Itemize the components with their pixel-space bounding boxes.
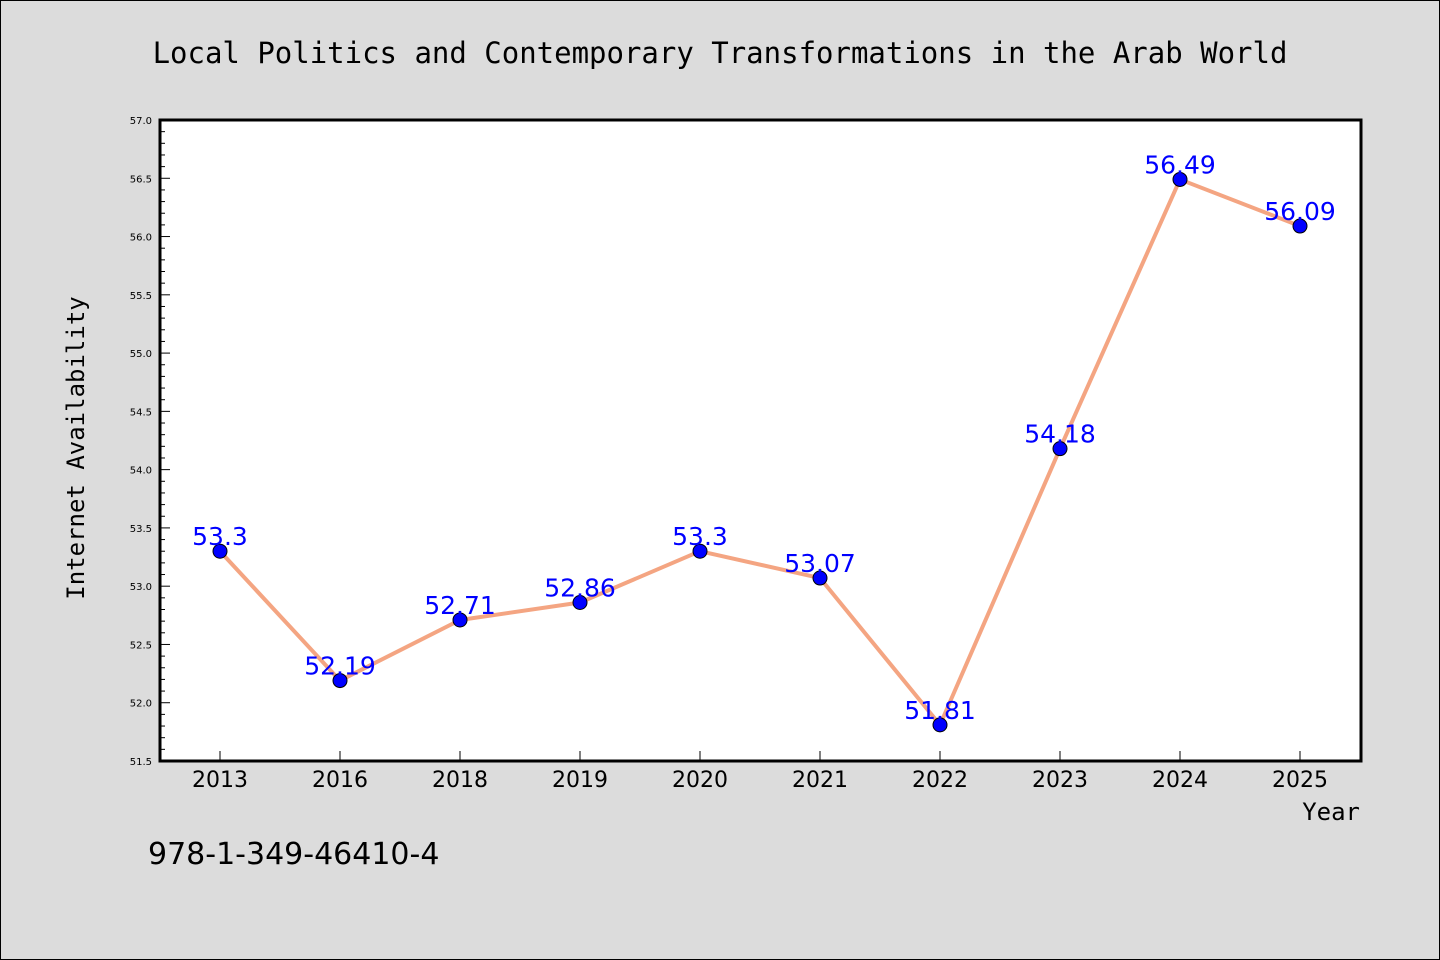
data-label: 54.18 [1024,420,1096,449]
data-label: 52.19 [304,652,376,681]
y-tick-label: 52.0 [130,699,152,710]
data-point [212,543,228,559]
data-label: 53.3 [192,522,248,551]
x-axis-label: Year [1302,798,1360,826]
data-label: 53.07 [784,549,856,578]
x-tick-label: 2018 [432,768,488,793]
x-tick-label: 2023 [1032,768,1088,793]
plot-border [158,118,1363,763]
x-axis-ticks: 2013 2016 2018 2019 2020 2021 2022 2023 2024 2025 [192,751,1328,793]
x-tick-label: 2019 [552,768,608,793]
y-tick-label: 56.0 [130,233,152,244]
data-point [932,717,948,733]
y-tick-label: 53.0 [130,582,152,593]
y-tick-label: 55.0 [130,349,152,360]
y-axis-ticks: 51.5 52.0 52.5 53.0 53.5 54.0 54.5 55.0 55.5 56.0… [130,116,170,768]
x-tick-label: 2021 [792,768,848,793]
y-tick-label: 54.5 [130,407,152,418]
data-point [812,570,828,586]
data-labels: 53.3 52.19 52.71 52.86 53.3 53.07 51.81 54.18 56… [192,150,1336,724]
data-point [1052,441,1068,457]
data-point [692,543,708,559]
data-label: 53.3 [672,522,728,551]
data-point [452,612,468,628]
data-point [572,594,588,610]
data-label: 52.71 [424,591,496,620]
data-label: 51.81 [904,696,976,725]
chart-title: Local Politics and Contemporary Transfor… [153,36,1288,70]
y-tick-label: 56.5 [130,174,152,185]
series-line [218,177,1301,727]
x-tick-label: 2022 [912,768,968,793]
isbn-text: 978-1-349-46410-4 [148,837,439,872]
data-label: 56.09 [1264,197,1336,226]
y-tick-label: 51.5 [130,757,152,768]
data-label: 56.49 [1144,150,1216,179]
y-tick-label: 52.5 [130,640,152,651]
y-tick-label: 55.5 [130,291,152,302]
y-tick-label: 53.5 [130,524,152,535]
data-points [212,171,1308,733]
y-tick-label: 57.0 [130,116,152,127]
x-tick-label: 2016 [312,768,368,793]
x-tick-label: 2013 [192,768,248,793]
x-tick-label: 2020 [672,768,728,793]
data-point [1292,218,1308,234]
x-tick-label: 2024 [1152,768,1208,793]
data-label: 52.86 [544,573,616,602]
y-axis-label: Internet Availability [62,296,90,599]
y-tick-label: 54.0 [130,466,152,477]
data-point [332,673,348,689]
series-line-group [218,177,1301,727]
data-point [1172,171,1188,187]
x-tick-label: 2025 [1272,768,1328,793]
